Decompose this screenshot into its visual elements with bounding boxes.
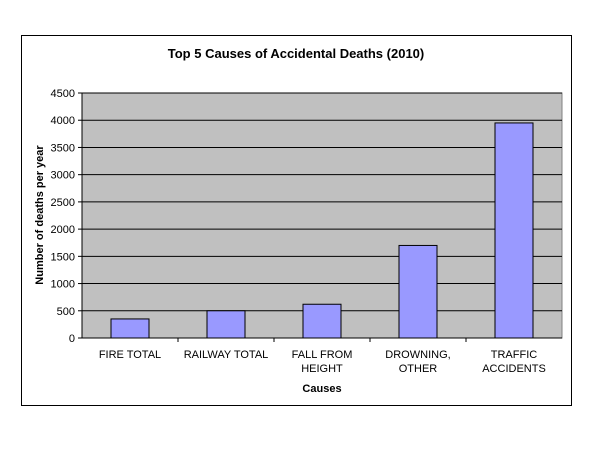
- plot-area: [81, 92, 563, 339]
- x-category-label: FIRE TOTAL: [99, 349, 161, 361]
- x-axis-title: Causes: [302, 383, 341, 395]
- x-category-label: TRAFFIC ACCIDENTS: [482, 349, 546, 375]
- bar: [302, 303, 342, 339]
- y-axis-title: Number of deaths per year: [34, 145, 46, 285]
- y-tick-label: 0: [69, 333, 75, 345]
- bar: [398, 244, 438, 339]
- y-tick-label: 4000: [51, 115, 75, 127]
- chart-title: Top 5 Causes of Accidental Deaths (2010): [168, 46, 424, 61]
- bar: [494, 122, 534, 339]
- x-category-label: DROWNING, OTHER: [385, 349, 450, 375]
- y-axis-ticks: 0 500 1000 1500 2000 2500 3000 3500 4000 4500: [51, 88, 82, 345]
- y-tick-label: 1000: [51, 279, 75, 291]
- bars: [110, 122, 534, 339]
- x-category-label: RAILWAY TOTAL: [184, 349, 269, 361]
- y-tick-label: 3000: [51, 170, 75, 182]
- y-tick-label: 3500: [51, 142, 75, 154]
- y-tick-label: 2000: [51, 224, 75, 236]
- bar: [206, 310, 246, 339]
- y-tick-label: 4500: [51, 88, 75, 100]
- bar: [110, 318, 150, 339]
- x-axis-categories: FIRE TOTAL RAILWAY TOTAL FALL FROM HEIGHT DR…: [99, 338, 546, 375]
- y-tick-label: 1500: [51, 251, 75, 263]
- y-tick-label: 2500: [51, 197, 75, 209]
- y-tick-label: 500: [57, 306, 75, 318]
- gridlines: [82, 92, 562, 312]
- x-category-label: FALL FROM HEIGHT: [292, 349, 353, 375]
